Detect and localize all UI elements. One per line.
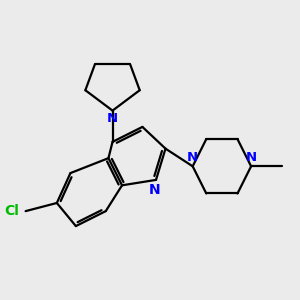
Circle shape bbox=[105, 103, 120, 118]
Text: N: N bbox=[245, 151, 257, 164]
Circle shape bbox=[185, 159, 200, 174]
Text: N: N bbox=[187, 151, 198, 164]
Text: Cl: Cl bbox=[4, 204, 19, 218]
Circle shape bbox=[148, 172, 164, 188]
Text: N: N bbox=[107, 112, 118, 125]
Text: N: N bbox=[149, 183, 161, 197]
Circle shape bbox=[244, 159, 259, 174]
